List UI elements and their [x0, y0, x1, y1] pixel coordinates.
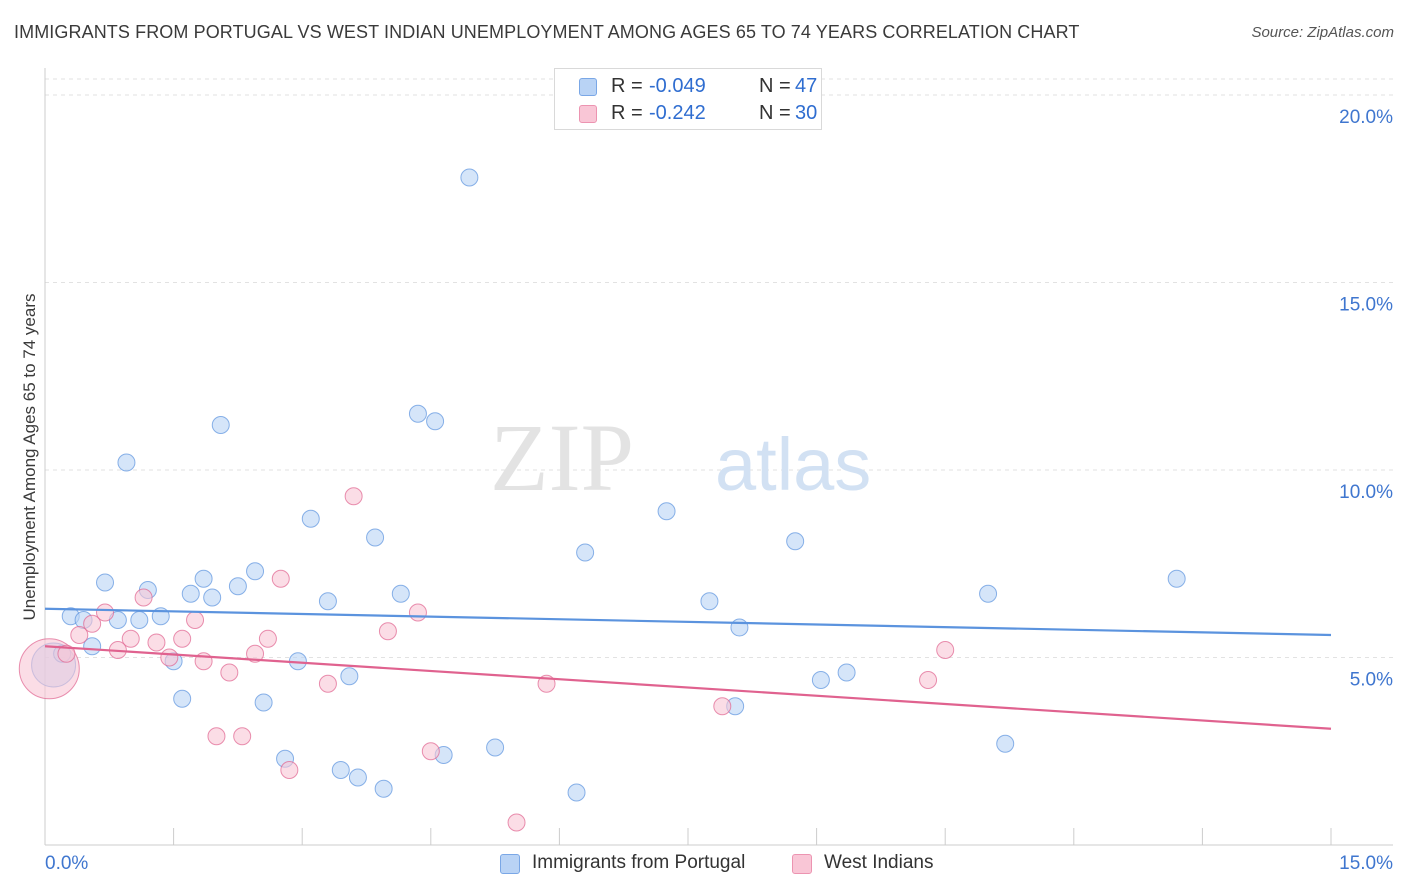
x-tick-label-min: 0.0%	[45, 853, 88, 874]
data-point-west-indians	[134, 588, 153, 607]
data-point-west-indians	[280, 761, 299, 779]
data-point-portugal	[426, 412, 445, 431]
y-tick-label: 5.0%	[1350, 670, 1393, 691]
watermark-atlas: atlas	[715, 423, 871, 506]
series-label-portugal: Immigrants from Portugal	[532, 852, 746, 873]
data-point-west-indians	[713, 697, 732, 716]
data-point-portugal	[786, 532, 805, 551]
axes	[44, 68, 1393, 846]
data-point-west-indians	[186, 611, 205, 629]
data-point-portugal	[979, 584, 998, 603]
data-point-west-indians	[57, 644, 76, 663]
data-point-west-indians	[936, 641, 955, 659]
legend-n-value-west-indians: 30	[795, 102, 818, 124]
series-label-west-indians: West Indians	[824, 852, 934, 873]
correlation-legend: R = -0.049 N = 47 R = -0.242 N = 30	[554, 68, 822, 130]
data-point-west-indians	[408, 603, 427, 622]
trend-line-west-indians	[44, 645, 1332, 730]
data-point-portugal	[576, 543, 595, 562]
data-point-portugal	[408, 404, 427, 423]
legend-r-label: R =	[611, 102, 643, 124]
data-point-west-indians	[421, 742, 440, 761]
legend-swatch-west-indians	[579, 105, 597, 123]
x-tick-label-max: 15.0%	[1339, 853, 1393, 874]
watermark-zip: ZIP	[490, 404, 634, 511]
source-label: Source: ZipAtlas.com	[1251, 24, 1394, 41]
data-point-portugal	[391, 584, 410, 603]
data-point-west-indians	[271, 569, 290, 588]
data-point-portugal	[181, 584, 200, 603]
chart-title: IMMIGRANTS FROM PORTUGAL VS WEST INDIAN …	[14, 22, 1080, 42]
legend-r-label: R =	[611, 75, 643, 97]
legend-n-label: N =	[759, 102, 791, 124]
legend-n-label: N =	[759, 75, 791, 97]
data-point-west-indians	[173, 629, 192, 648]
trend-line-portugal	[44, 607, 1332, 637]
data-point-portugal	[730, 618, 749, 637]
data-point-portugal	[228, 577, 247, 596]
data-point-portugal	[130, 611, 149, 629]
tick-labels: 5.0% 10.0% 15.0% 20.0% 0.0% 15.0%	[45, 107, 1393, 874]
data-point-portugal	[366, 528, 385, 547]
legend-r-value-west-indians: -0.242	[649, 102, 706, 124]
data-point-portugal	[374, 779, 393, 798]
series-swatch-portugal	[500, 854, 520, 874]
data-point-portugal	[246, 562, 265, 581]
data-point-west-indians	[220, 663, 239, 682]
y-axis-title: Unemployment Among Ages 65 to 74 years	[20, 293, 39, 621]
data-point-west-indians	[83, 614, 102, 633]
data-point-portugal	[996, 734, 1015, 753]
data-point-west-indians	[147, 633, 166, 652]
data-point-portugal	[117, 453, 136, 472]
legend-n-value-portugal: 47	[795, 75, 818, 97]
y-tick-label: 15.0%	[1339, 295, 1393, 316]
data-point-portugal	[331, 761, 350, 779]
data-point-west-indians	[96, 603, 115, 622]
data-point-west-indians	[70, 626, 89, 644]
watermark: ZIP atlas	[490, 404, 871, 511]
legend-r-value-portugal: -0.049	[649, 75, 706, 97]
data-point-portugal	[486, 738, 505, 757]
trend-lines	[44, 607, 1332, 730]
data-point-west-indians	[919, 671, 938, 689]
data-point-portugal	[657, 502, 676, 521]
data-point-portugal	[567, 783, 586, 802]
data-point-portugal	[460, 168, 479, 187]
data-point-portugal	[837, 663, 856, 682]
data-point-portugal	[340, 667, 359, 686]
data-point-west-indians	[246, 644, 265, 663]
data-point-portugal	[301, 509, 320, 528]
series-swatch-west-indians	[792, 854, 812, 874]
data-point-portugal	[811, 671, 830, 689]
data-point-west-indians	[258, 629, 277, 648]
data-point-west-indians	[207, 727, 226, 746]
legend-swatch-portugal	[579, 78, 597, 96]
data-point-west-indians	[318, 674, 337, 693]
data-point-portugal	[348, 768, 367, 787]
y-tick-label: 10.0%	[1339, 482, 1393, 503]
data-point-west-indians	[344, 487, 363, 506]
data-point-portugal	[211, 416, 230, 434]
data-point-west-indians	[507, 813, 526, 832]
data-point-portugal	[1167, 569, 1186, 588]
data-point-west-indians	[121, 629, 140, 648]
data-point-portugal	[194, 569, 213, 588]
data-point-west-indians	[160, 648, 179, 667]
data-point-portugal	[203, 588, 222, 607]
y-tick-label: 20.0%	[1339, 107, 1393, 128]
data-point-portugal	[173, 689, 192, 708]
data-point-west-indians	[233, 727, 252, 746]
data-point-portugal	[318, 592, 337, 611]
data-point-portugal	[700, 592, 719, 611]
data-point-portugal	[96, 573, 115, 592]
data-point-portugal	[254, 693, 273, 712]
data-point-west-indians	[378, 622, 397, 641]
